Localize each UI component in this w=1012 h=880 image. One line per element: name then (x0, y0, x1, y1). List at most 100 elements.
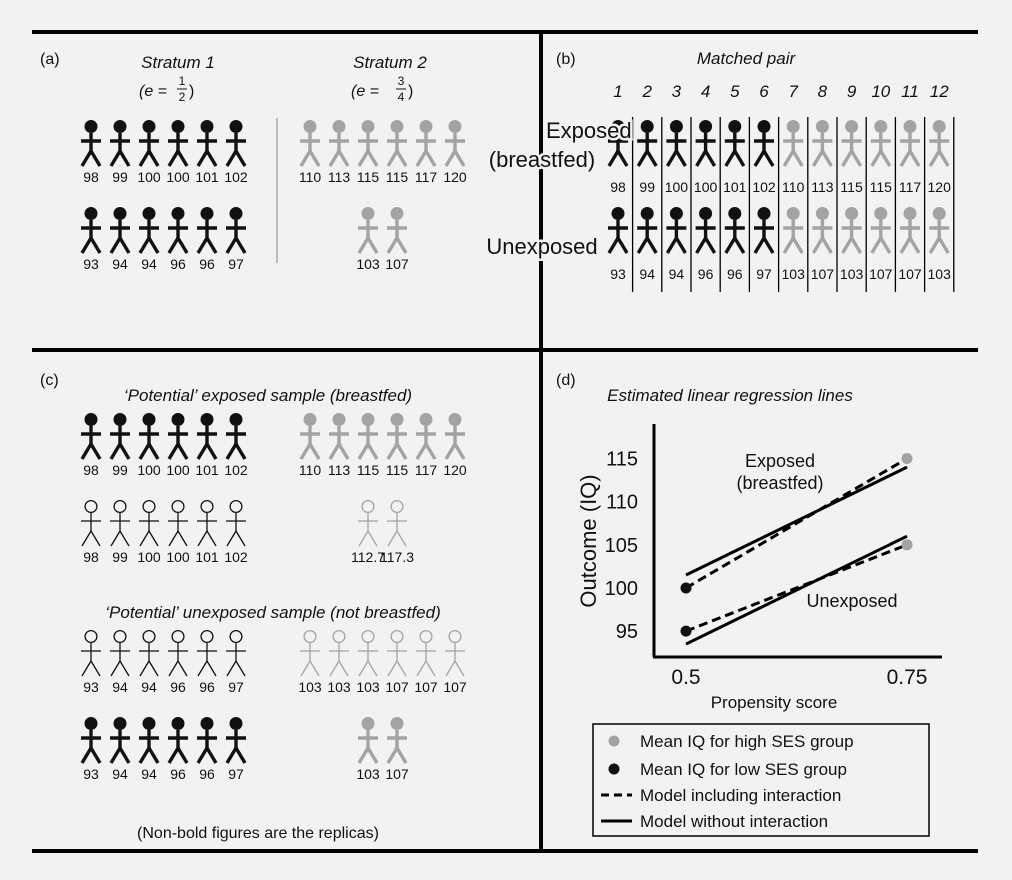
matched-exposed-value: 110 (782, 179, 805, 195)
stratum2-exposed-value: 120 (443, 169, 467, 185)
potential-exposed-replica-grey-figure (387, 499, 407, 547)
potential-unexposed-replica-figure (168, 629, 188, 677)
mean-point-high-ses-exposed (901, 453, 913, 465)
pair-number: 8 (818, 82, 828, 101)
matched-unexposed-figure (753, 207, 775, 254)
y-tick-label: 100 (605, 578, 638, 600)
stratum-2-propensity: (e = 3 4 ) (351, 74, 413, 104)
potential-unexposed-value: 96 (170, 766, 186, 782)
potential-exposed-figure (138, 413, 160, 460)
potential-unexposed-replica-figure (226, 629, 246, 677)
potential-exposed-replica-value: 100 (166, 549, 190, 565)
pair-number: 9 (847, 82, 857, 101)
matched-exposed-value: 113 (811, 179, 834, 195)
unexposed-label: Unexposed (486, 234, 597, 259)
stratum2-exposed-figure (444, 120, 466, 167)
stratum-2-title: Stratum 2 (353, 53, 427, 72)
matched-exposed-figure (928, 120, 950, 167)
stratum1-unexposed-value: 94 (141, 256, 157, 272)
potential-unexposed-value: 96 (199, 766, 215, 782)
potential-unexposed-replica-value: 93 (83, 679, 99, 695)
potential-exposed-grey-figure (299, 413, 321, 460)
panel-c-figures: 98 99 100 100 101 102 110 113 115 115 117 120 98 99 10… (80, 413, 467, 782)
stratum1-unexposed-value: 96 (199, 256, 215, 272)
potential-unexposed-figure (196, 717, 218, 764)
potential-unexposed-replica-grey-figure (300, 629, 320, 677)
potential-exposed-grey-value: 115 (357, 462, 380, 478)
replica-footnote: (Non-bold figures are the replicas) (137, 825, 379, 842)
unexposed-line-label: Unexposed (806, 591, 897, 611)
matched-exposed-value: 99 (639, 179, 655, 195)
stratum2-exposed-value: 110 (299, 169, 322, 185)
potential-unexposed-replica-figure (197, 629, 217, 677)
matched-unexposed-value: 103 (782, 266, 806, 282)
matched-exposed-figure (636, 120, 658, 167)
matched-unexposed-figure (870, 207, 892, 254)
stratum2-unexposed-value: 103 (356, 256, 380, 272)
potential-exposed-replica-value: 99 (112, 549, 128, 565)
potential-exposed-title: ‘Potential’ exposed sample (breastfed) (124, 386, 412, 405)
e-numerator: 1 (179, 74, 186, 88)
potential-unexposed-replica-grey-figure (445, 629, 465, 677)
stratum-1-title: Stratum 1 (141, 53, 215, 72)
potential-exposed-grey-figure (328, 413, 350, 460)
matched-exposed-value: 101 (723, 179, 747, 195)
exposed-label-line1: Exposed (546, 118, 632, 143)
exposed-line-label-1: Exposed (745, 451, 815, 471)
stratum1-exposed-value: 102 (224, 169, 248, 185)
potential-exposed-value: 100 (166, 462, 190, 478)
matched-exposed-value: 100 (694, 179, 718, 195)
matched-exposed-value: 115 (840, 179, 863, 195)
potential-unexposed-replica-grey-value: 107 (385, 679, 409, 695)
regression-lines (685, 457, 908, 646)
stratum2-exposed-figure (386, 120, 408, 167)
no-interaction-line-unexposed (685, 534, 908, 646)
stratum2-exposed-figure (299, 120, 321, 167)
e-suffix: ) (408, 83, 413, 100)
potential-exposed-replica-grey-value: 117.3 (380, 549, 414, 565)
y-tick-label: 95 (616, 621, 638, 643)
legend-black-dot-icon (608, 763, 620, 775)
matched-unexposed-value: 96 (727, 266, 743, 282)
panel-frame (32, 30, 978, 853)
stratum2-exposed-figure (415, 120, 437, 167)
matched-unexposed-figure (811, 207, 833, 254)
potential-unexposed-grey-value: 103 (356, 766, 380, 782)
potential-exposed-grey-figure (386, 413, 408, 460)
panel-d: (d) Estimated linear regression lines Ou… (556, 372, 942, 837)
potential-exposed-value: 100 (137, 462, 161, 478)
potential-unexposed-replica-grey-value: 107 (443, 679, 467, 695)
stratum2-exposed-value: 117 (415, 169, 438, 185)
stratum1-unexposed-value: 94 (112, 256, 128, 272)
stratum2-exposed-value: 115 (386, 169, 409, 185)
potential-unexposed-figure (109, 717, 131, 764)
potential-unexposed-replica-value: 96 (199, 679, 215, 695)
panel-d-label: (d) (556, 372, 576, 389)
stratum1-unexposed-value: 96 (170, 256, 186, 272)
stratum2-unexposed-value: 107 (385, 256, 409, 272)
panel-c-label: (c) (40, 372, 59, 389)
matched-exposed-figure (665, 120, 687, 167)
potential-exposed-grey-figure (444, 413, 466, 460)
pair-number: 7 (788, 82, 798, 101)
potential-unexposed-replica-value: 97 (228, 679, 244, 695)
matched-unexposed-value: 97 (756, 266, 772, 282)
matched-exposed-figure (870, 120, 892, 167)
matched-exposed-value: 115 (870, 179, 893, 195)
potential-unexposed-figure (138, 717, 160, 764)
stratum1-exposed-figure (225, 120, 247, 167)
potential-unexposed-figure (80, 717, 102, 764)
stratum1-exposed-value: 101 (195, 169, 219, 185)
matched-exposed-value: 117 (899, 179, 922, 195)
potential-exposed-grey-figure (415, 413, 437, 460)
potential-unexposed-value: 93 (83, 766, 99, 782)
potential-exposed-replica-grey-figure (358, 499, 378, 547)
legend-no-interaction: Model without interaction (640, 812, 828, 831)
potential-exposed-replica-figure (81, 499, 101, 547)
legend-box (592, 723, 930, 837)
potential-unexposed-replica-grey-figure (329, 629, 349, 677)
potential-unexposed-replica-figure (110, 629, 130, 677)
matched-exposed-figure (841, 120, 863, 167)
